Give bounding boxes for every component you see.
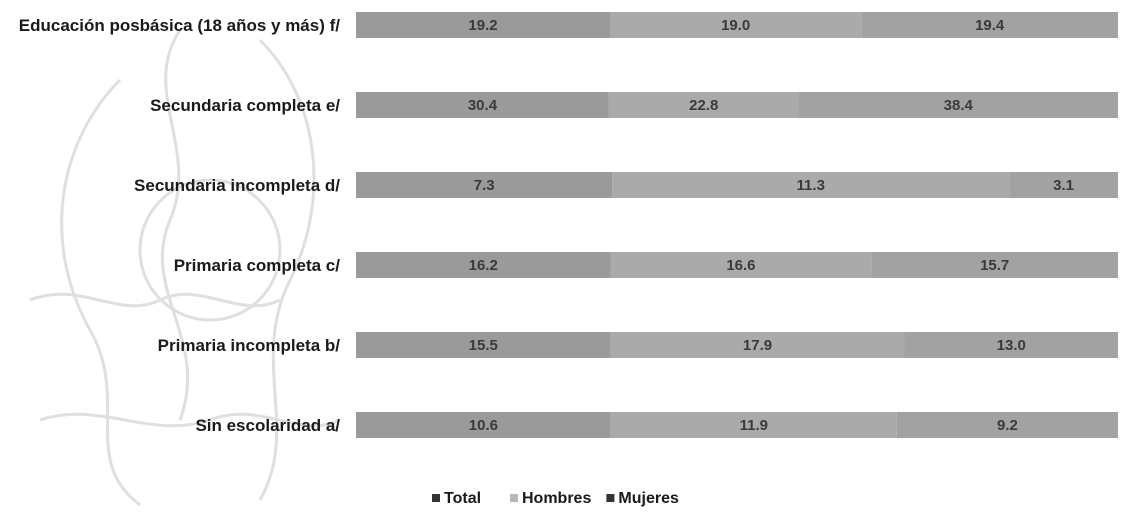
- legend: Total Hombres Mujeres: [432, 490, 679, 507]
- value-label-total-educacion-posbasica-18-anos-y-mas-f: 19.2: [468, 17, 497, 34]
- value-label-hombres-primaria-incompleta-b: 17.9: [743, 337, 772, 354]
- bar-segment-total-primaria-completa-c: [356, 252, 611, 278]
- bar-segment-hombres-primaria-incompleta-b: [610, 332, 905, 358]
- bar-segment-hombres-educacion-posbasica-18-anos-y-mas-f: [610, 12, 862, 38]
- bar-segment-mujeres-sin-escolaridad-a: [896, 412, 1118, 438]
- category-label-educacion-posbasica-18-anos-y-mas-f: Educación posbásica (18 años y más) f/: [19, 16, 341, 35]
- bar-segment-total-secundaria-incompleta-d: [356, 172, 613, 198]
- value-label-mujeres-primaria-completa-c: 15.7: [980, 257, 1009, 274]
- bar-segment-hombres-primaria-completa-c: [610, 252, 872, 278]
- bar-segment-hombres-secundaria-incompleta-d: [612, 172, 1010, 198]
- value-label-total-secundaria-completa-e: 30.4: [468, 97, 498, 114]
- legend-label-mujeres: Mujeres: [618, 490, 679, 507]
- legend-label-total: Total: [444, 490, 481, 507]
- bar-segment-mujeres-primaria-completa-c: [871, 252, 1118, 278]
- value-label-total-primaria-completa-c: 16.2: [469, 257, 498, 274]
- bar-segment-total-sin-escolaridad-a: [356, 412, 611, 438]
- category-label-primaria-incompleta-b: Primaria incompleta b/: [158, 336, 341, 355]
- legend-swatch-total: [432, 494, 440, 502]
- category-label-sin-escolaridad-a: Sin escolaridad a/: [195, 416, 340, 435]
- bar-segment-total-primaria-incompleta-b: [356, 332, 611, 358]
- bar-segment-total-secundaria-completa-e: [356, 92, 609, 118]
- value-label-mujeres-secundaria-incompleta-d: 3.1: [1053, 177, 1074, 194]
- value-label-hombres-secundaria-completa-e: 22.8: [689, 97, 718, 114]
- bar-segment-mujeres-secundaria-completa-e: [798, 92, 1118, 118]
- value-label-mujeres-sin-escolaridad-a: 9.2: [997, 417, 1018, 434]
- value-label-mujeres-secundaria-completa-e: 38.4: [944, 97, 974, 114]
- legend-label-hombres: Hombres: [522, 490, 591, 507]
- bar-segment-mujeres-educacion-posbasica-18-anos-y-mas-f: [861, 12, 1118, 38]
- bar-segment-hombres-sin-escolaridad-a: [610, 412, 897, 438]
- value-label-mujeres-primaria-incompleta-b: 13.0: [997, 337, 1026, 354]
- legend-swatch-mujeres: [606, 494, 615, 502]
- category-label-secundaria-completa-e: Secundaria completa e/: [150, 96, 340, 115]
- value-label-hombres-secundaria-incompleta-d: 11.3: [797, 177, 825, 194]
- value-label-total-primaria-incompleta-b: 15.5: [469, 337, 498, 354]
- category-label-secundaria-incompleta-d: Secundaria incompleta d/: [134, 176, 340, 195]
- category-label-primaria-completa-c: Primaria completa c/: [174, 256, 341, 275]
- value-label-hombres-primaria-completa-c: 16.6: [726, 257, 755, 274]
- legend-swatch-hombres: [510, 494, 518, 502]
- bar-segment-total-educacion-posbasica-18-anos-y-mas-f: [356, 12, 610, 38]
- value-label-total-sin-escolaridad-a: 10.6: [469, 417, 498, 434]
- value-label-hombres-educacion-posbasica-18-anos-y-mas-f: 19.0: [721, 17, 750, 34]
- value-label-mujeres-educacion-posbasica-18-anos-y-mas-f: 19.4: [975, 17, 1005, 34]
- bar-segment-hombres-secundaria-completa-e: [608, 92, 799, 118]
- bar-segment-mujeres-primaria-incompleta-b: [904, 332, 1118, 358]
- value-label-hombres-sin-escolaridad-a: 11.9: [740, 417, 768, 434]
- bar-segment-mujeres-secundaria-incompleta-d: [1009, 172, 1118, 198]
- value-label-total-secundaria-incompleta-d: 7.3: [474, 177, 495, 194]
